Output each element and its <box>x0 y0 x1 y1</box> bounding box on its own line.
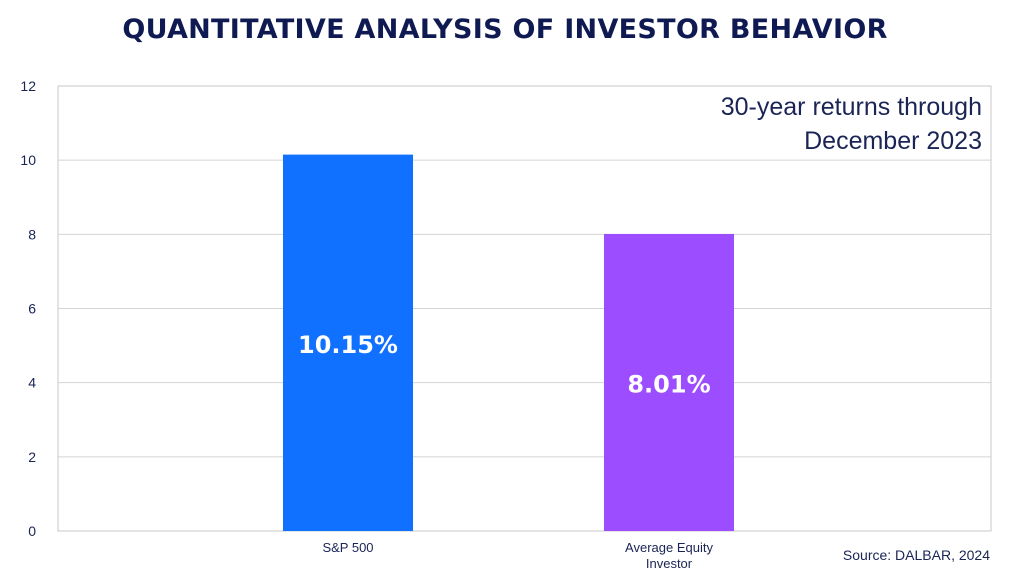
bar <box>604 233 734 531</box>
y-tick-label: 10 <box>20 152 36 168</box>
y-tick-label: 4 <box>28 375 36 391</box>
y-tick-label: 0 <box>28 523 36 539</box>
y-tick-label: 2 <box>28 449 36 465</box>
data-label: 10.15% <box>298 331 398 359</box>
y-tick-label: 12 <box>20 78 36 94</box>
x-category-label: Investor <box>646 556 693 571</box>
source-note: Source: DALBAR, 2024 <box>842 547 990 563</box>
x-category-label: Average Equity <box>625 540 713 555</box>
annotation-line-1: 30-year returns through <box>720 93 982 121</box>
y-axis-ticks: 0 2 4 6 8 10 12 <box>20 78 36 539</box>
annotation-line-2: December 2023 <box>804 127 982 155</box>
y-tick-label: 6 <box>28 301 36 317</box>
y-tick-label: 8 <box>28 226 36 242</box>
x-category-label: S&P 500 <box>322 540 373 555</box>
plot-frame <box>57 85 992 532</box>
bar <box>283 154 413 531</box>
data-label: 8.01% <box>627 370 710 398</box>
chart-title: QUANTITATIVE ANALYSIS OF INVESTOR BEHAVI… <box>122 14 888 45</box>
data-labels: 10.15% 8.01% <box>298 331 711 399</box>
chart-annotation: 30-year returns through December 2023 <box>721 90 982 158</box>
bars <box>283 154 734 531</box>
